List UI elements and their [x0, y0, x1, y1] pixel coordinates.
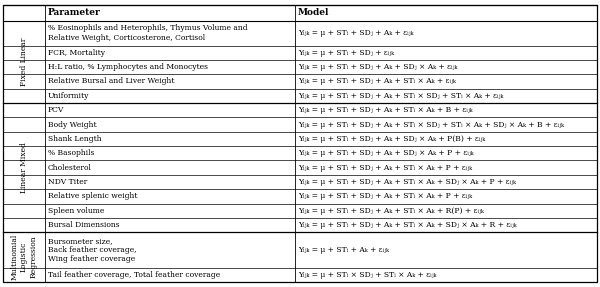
- Text: Yᵢⱼₖ = μ + STᵢ + SDⱼ + Aₖ + εᵢⱼₖ: Yᵢⱼₖ = μ + STᵢ + SDⱼ + Aₖ + εᵢⱼₖ: [298, 29, 413, 37]
- Text: PCV: PCV: [48, 106, 64, 114]
- Text: Yᵢⱼₖ = μ + STᵢ + SDⱼ + Aₖ + STᵢ × Aₖ + P + εᵢⱼₖ: Yᵢⱼₖ = μ + STᵢ + SDⱼ + Aₖ + STᵢ × Aₖ + P…: [298, 192, 472, 200]
- Text: Yᵢⱼₖ = μ + STᵢ + SDⱼ + Aₖ + STᵢ × Aₖ + SDⱼ × Aₖ + P + εᵢⱼₖ: Yᵢⱼₖ = μ + STᵢ + SDⱼ + Aₖ + STᵢ × Aₖ + S…: [298, 178, 516, 186]
- Text: Multinomial
Logistic
Regression: Multinomial Logistic Regression: [11, 234, 37, 280]
- Text: Yᵢⱼₖ = μ + STᵢ + SDⱼ + Aₖ + SDⱼ × Aₖ + εᵢⱼₖ: Yᵢⱼₖ = μ + STᵢ + SDⱼ + Aₖ + SDⱼ × Aₖ + ε…: [298, 63, 457, 71]
- Text: Yᵢⱼₖ = μ + STᵢ + SDⱼ + Aₖ + SDⱼ × Aₖ + P(B) + εᵢⱼₖ: Yᵢⱼₖ = μ + STᵢ + SDⱼ + Aₖ + SDⱼ × Aₖ + P…: [298, 135, 485, 143]
- Text: Yᵢⱼₖ = μ + STᵢ + SDⱼ + Aₖ + STᵢ × SDⱼ + STᵢ × Aₖ + εᵢⱼₖ: Yᵢⱼₖ = μ + STᵢ + SDⱼ + Aₖ + STᵢ × SDⱼ + …: [298, 92, 503, 100]
- Text: Cholesterol: Cholesterol: [48, 164, 92, 172]
- Text: Yᵢⱼₖ = μ + STᵢ + SDⱼ + Aₖ + STᵢ × Aₖ + P + εᵢⱼₖ: Yᵢⱼₖ = μ + STᵢ + SDⱼ + Aₖ + STᵢ × Aₖ + P…: [298, 164, 472, 172]
- Text: Yᵢⱼₖ = μ + STᵢ × SDⱼ + STᵢ × Aₖ + εᵢⱼₖ: Yᵢⱼₖ = μ + STᵢ × SDⱼ + STᵢ × Aₖ + εᵢⱼₖ: [298, 271, 436, 279]
- Text: FCR, Mortality: FCR, Mortality: [48, 49, 105, 57]
- Text: Bursal Dimensions: Bursal Dimensions: [48, 221, 119, 229]
- Text: Yᵢⱼₖ = μ + STᵢ + Aₖ + εᵢⱼₖ: Yᵢⱼₖ = μ + STᵢ + Aₖ + εᵢⱼₖ: [298, 246, 389, 254]
- Text: % Basophils: % Basophils: [48, 149, 94, 157]
- Text: Yᵢⱼₖ = μ + STᵢ + SDⱼ + Aₖ + STᵢ × Aₖ + SDⱼ × Aₖ + R + εᵢⱼₖ: Yᵢⱼₖ = μ + STᵢ + SDⱼ + Aₖ + STᵢ × Aₖ + S…: [298, 221, 517, 229]
- Text: Body Weight: Body Weight: [48, 121, 97, 129]
- Bar: [3, 5, 597, 21]
- Text: NDV Titer: NDV Titer: [48, 178, 87, 186]
- Text: Uniformity: Uniformity: [48, 92, 89, 100]
- Text: Yᵢⱼₖ = μ + STᵢ + SDⱼ + Aₖ + STᵢ × Aₖ + R(P) + εᵢⱼₖ: Yᵢⱼₖ = μ + STᵢ + SDⱼ + Aₖ + STᵢ × Aₖ + R…: [298, 207, 484, 215]
- Text: H:L ratio, % Lymphocytes and Monocytes: H:L ratio, % Lymphocytes and Monocytes: [48, 63, 208, 71]
- Text: Fixed Linear: Fixed Linear: [20, 38, 28, 86]
- Text: Relative Bursal and Liver Weight: Relative Bursal and Liver Weight: [48, 77, 175, 86]
- Text: Linear Mixed: Linear Mixed: [20, 142, 28, 193]
- Text: Yᵢⱼₖ = μ + STᵢ + SDⱼ + εᵢⱼₖ: Yᵢⱼₖ = μ + STᵢ + SDⱼ + εᵢⱼₖ: [298, 49, 394, 57]
- Text: % Eosinophils and Heterophils, Thymus Volume and
Relative Weight, Corticosterone: % Eosinophils and Heterophils, Thymus Vo…: [48, 24, 248, 42]
- Text: Yᵢⱼₖ = μ + STᵢ + SDⱼ + Aₖ + STᵢ × SDⱼ + STᵢ × Aₖ + SDⱼ × Aₖ + B + εᵢⱼₖ: Yᵢⱼₖ = μ + STᵢ + SDⱼ + Aₖ + STᵢ × SDⱼ + …: [298, 121, 564, 129]
- Text: Parameter: Parameter: [48, 8, 101, 17]
- Text: Spleen volume: Spleen volume: [48, 207, 104, 215]
- Text: Tail feather coverage, Total feather coverage: Tail feather coverage, Total feather cov…: [48, 271, 220, 279]
- Text: Relative splenic weight: Relative splenic weight: [48, 192, 137, 200]
- Text: Model: Model: [298, 8, 329, 17]
- Text: Bursometer size,
Back feather coverage,
Wing feather coverage: Bursometer size, Back feather coverage, …: [48, 237, 137, 263]
- Text: Yᵢⱼₖ = μ + STᵢ + SDⱼ + Aₖ + STᵢ × Aₖ + B + εᵢⱼₖ: Yᵢⱼₖ = μ + STᵢ + SDⱼ + Aₖ + STᵢ × Aₖ + B…: [298, 106, 473, 114]
- Text: Yᵢⱼₖ = μ + STᵢ + SDⱼ + Aₖ + STᵢ × Aₖ + εᵢⱼₖ: Yᵢⱼₖ = μ + STᵢ + SDⱼ + Aₖ + STᵢ × Aₖ + ε…: [298, 77, 456, 86]
- Text: Yᵢⱼₖ = μ + STᵢ + SDⱼ + Aₖ + SDⱼ × Aₖ + P + εᵢⱼₖ: Yᵢⱼₖ = μ + STᵢ + SDⱼ + Aₖ + SDⱼ × Aₖ + P…: [298, 149, 473, 157]
- Text: Shank Length: Shank Length: [48, 135, 101, 143]
